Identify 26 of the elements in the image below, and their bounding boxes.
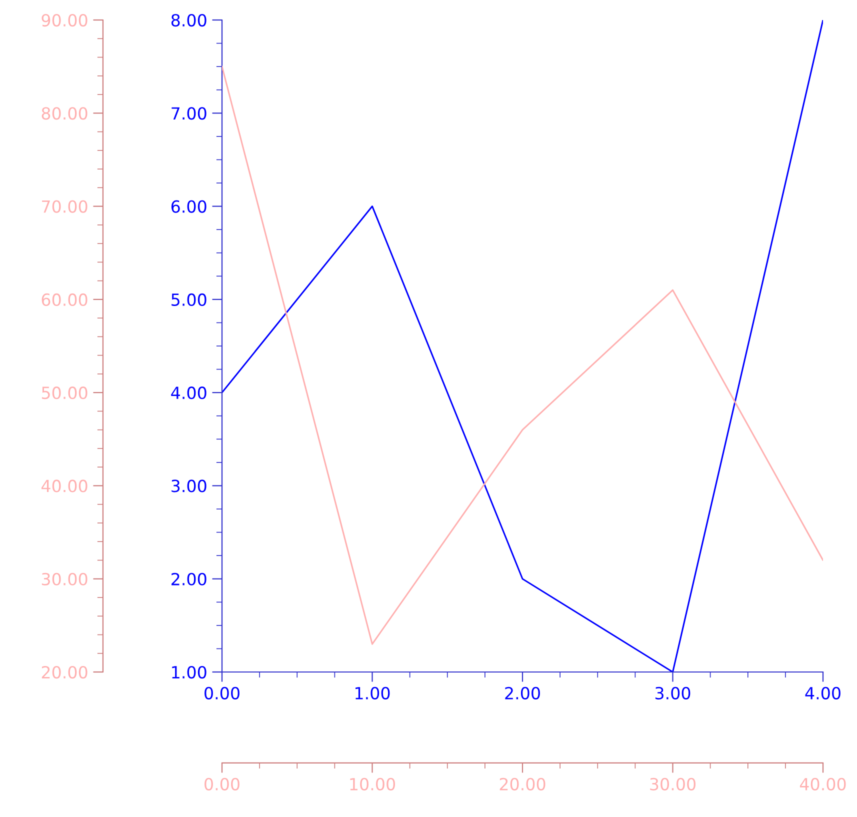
y2-tick-label: 70.00: [42, 200, 88, 213]
x2-tick-label: 10.00: [350, 778, 395, 790]
y2-tick-label: 30.00: [42, 572, 88, 586]
y-tick-label: 4.00: [171, 386, 206, 400]
x-tick-label: 4.00: [805, 686, 840, 700]
y2-tick-label: 40.00: [41, 480, 88, 492]
x2-tick-label: 0.00: [204, 778, 240, 790]
y-tick-label: 7.00: [172, 107, 206, 120]
y-tick-label: 3.00: [172, 480, 206, 492]
x2-tick-label: 40.00: [800, 778, 846, 790]
y-tick-label: 6.00: [171, 200, 206, 213]
y-tick-label: 2.00: [172, 572, 206, 586]
x-tick-label: 0.00: [204, 686, 240, 700]
x2-tick-label: 20.00: [500, 778, 546, 790]
y2-tick-label: 90.00: [42, 14, 88, 27]
y-tick-label: 1.00: [172, 666, 206, 679]
y-tick-label: 8.00: [171, 14, 206, 27]
y2-tick-label: 80.00: [42, 107, 88, 120]
x2-tick-label: 30.00: [650, 778, 696, 790]
x-tick-label: 1.00: [356, 686, 390, 700]
x-tick-label: 3.00: [655, 686, 690, 700]
y2-tick-label: 50.00: [42, 386, 88, 400]
y-tick-label: 5.00: [172, 293, 206, 306]
x-tick-label: 2.00: [505, 686, 540, 700]
y2-tick-label: 60.00: [42, 293, 88, 306]
y2-tick-label: 20.00: [42, 666, 88, 679]
